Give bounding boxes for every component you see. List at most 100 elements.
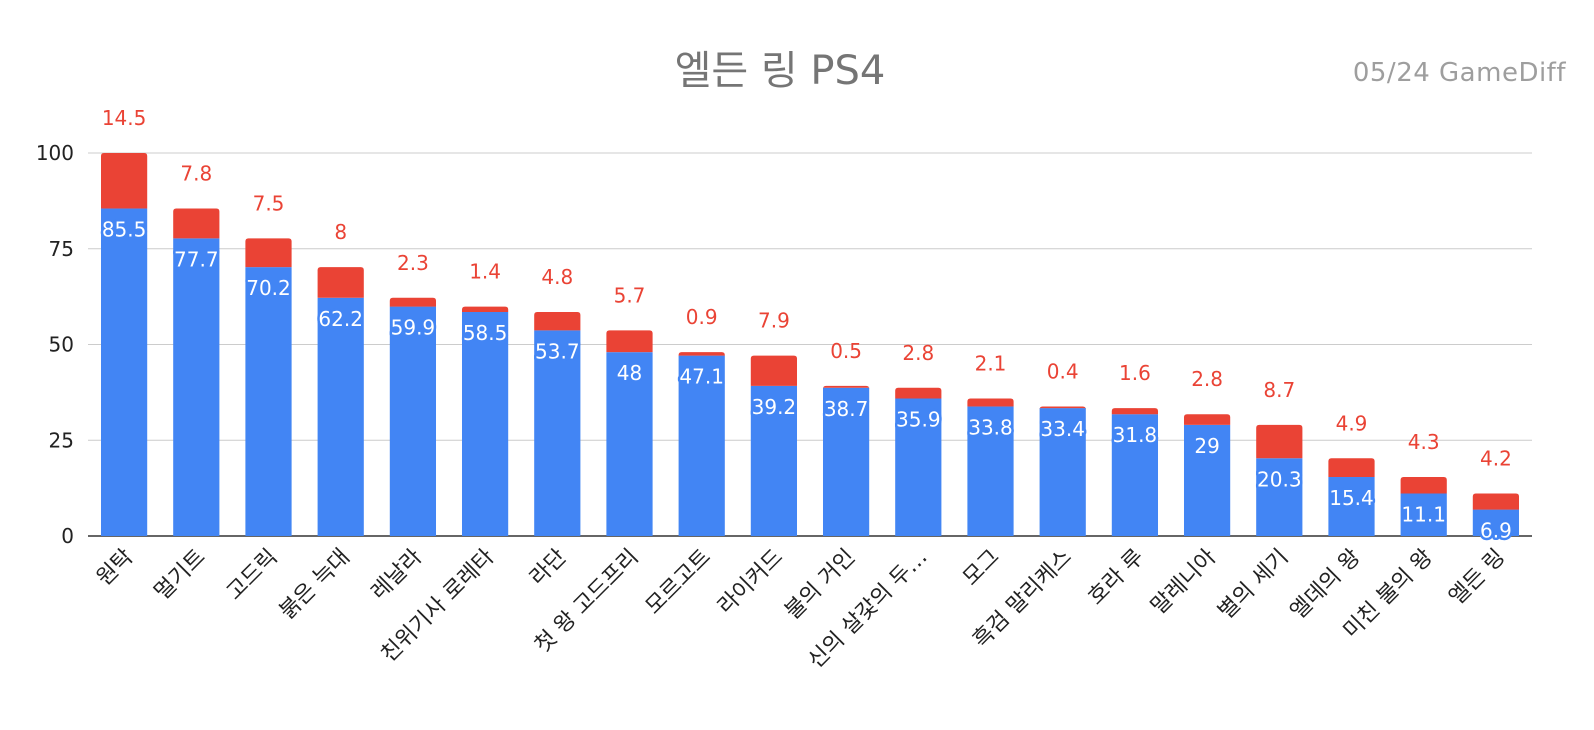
x-tick-label: 고드릭 bbox=[222, 545, 283, 606]
x-tick-label: 멀기트 bbox=[150, 545, 211, 606]
data-label-base: 70.2 bbox=[246, 276, 291, 300]
bar-diff-6 bbox=[461, 306, 509, 312]
bar-diff-12 bbox=[895, 387, 942, 399]
bar-base-9 bbox=[678, 355, 725, 536]
data-label-base: 35.9 bbox=[896, 408, 941, 432]
data-label-diff: 0.9 bbox=[686, 305, 718, 329]
data-label-base: 11.1 bbox=[1401, 502, 1446, 526]
data-label-diff: 7.8 bbox=[180, 162, 212, 186]
y-tick-label: 25 bbox=[49, 428, 74, 452]
data-label-diff: 14.5 bbox=[102, 106, 147, 130]
bar-diff-20 bbox=[1472, 493, 1520, 510]
data-label-diff: 1.4 bbox=[469, 260, 501, 284]
bar-diff-1 bbox=[100, 153, 148, 209]
bar-diff-17 bbox=[1256, 424, 1303, 459]
bar-diff-4 bbox=[317, 267, 364, 298]
bar-base-19 bbox=[1400, 493, 1447, 536]
bar-diff-11 bbox=[822, 385, 870, 389]
x-tick-label: 별의 세기 bbox=[1214, 545, 1294, 625]
data-label-base: 53.7 bbox=[535, 339, 580, 363]
data-label-base: 47.1 bbox=[679, 365, 724, 389]
data-label-diff: 4.2 bbox=[1480, 446, 1512, 470]
data-label-base: 15.4 bbox=[1329, 486, 1374, 510]
bar-diff-5 bbox=[389, 297, 437, 307]
gridlines bbox=[88, 152, 1532, 537]
y-axis-ticks: 0 25 50 75 100 bbox=[36, 141, 74, 548]
x-tick-label: 호라 루 bbox=[1084, 545, 1150, 611]
data-label-base: 39.2 bbox=[752, 395, 797, 419]
data-label-diff: 4.9 bbox=[1336, 411, 1368, 435]
bar-diff-19 bbox=[1400, 477, 1447, 494]
data-label-base: 33.4 bbox=[1040, 417, 1085, 441]
bar-base-20 bbox=[1472, 509, 1520, 536]
x-tick-label: 모그 bbox=[958, 545, 1004, 591]
data-label-base: 77.7 bbox=[174, 247, 219, 271]
data-label-diff: 4.3 bbox=[1408, 430, 1440, 454]
bar-base-7 bbox=[534, 330, 581, 536]
bar-diff-15 bbox=[1111, 408, 1159, 415]
bar-base-13 bbox=[967, 406, 1014, 536]
data-label-diff: 7.5 bbox=[253, 191, 285, 215]
chart-title: 엘든 링 PS4 bbox=[674, 48, 886, 94]
data-label-diff: 0.5 bbox=[830, 339, 862, 363]
x-tick-label: 말레니아 bbox=[1146, 545, 1221, 620]
data-label-base: 62.2 bbox=[318, 307, 363, 331]
data-label-base: 20.3 bbox=[1257, 467, 1302, 491]
data-label-base: 31.8 bbox=[1113, 423, 1158, 447]
data-label-diff: 8.7 bbox=[1263, 378, 1295, 402]
bar-diff-3 bbox=[245, 238, 292, 268]
bar-base-14 bbox=[1039, 408, 1086, 536]
bar-base-4 bbox=[317, 297, 364, 536]
bar-base-11 bbox=[822, 387, 870, 536]
y-tick-label: 0 bbox=[61, 524, 74, 548]
data-labels: 85.5 14.5 77.7 7.8 70.2 7.5 62.2 8 59.9 2.3 58.5 1.… bbox=[99, 106, 1514, 545]
data-label-base: 38.7 bbox=[824, 397, 869, 421]
y-tick-label: 75 bbox=[49, 237, 74, 261]
bar-diff-13 bbox=[967, 398, 1014, 407]
y-tick-label: 100 bbox=[36, 141, 74, 165]
bar-base-6 bbox=[461, 311, 509, 536]
x-tick-label: 라이커드 bbox=[713, 545, 788, 620]
bar-diff-16 bbox=[1183, 414, 1231, 425]
data-label-diff: 2.8 bbox=[902, 341, 934, 365]
data-label-base: 29 bbox=[1194, 434, 1219, 458]
bar-base-3 bbox=[245, 267, 292, 536]
x-tick-label: 원탁 bbox=[92, 545, 138, 591]
bar-diff-10 bbox=[750, 355, 798, 386]
bar-diff-2 bbox=[173, 208, 220, 239]
data-label-diff: 1.6 bbox=[1119, 361, 1151, 385]
data-label-base: 33.8 bbox=[968, 416, 1013, 440]
data-label-base: 48 bbox=[617, 361, 642, 385]
data-label-diff: 5.7 bbox=[614, 283, 646, 307]
bar-diff-18 bbox=[1328, 458, 1375, 478]
data-label-base: 59.9 bbox=[391, 316, 436, 340]
bar-base-12 bbox=[895, 398, 942, 536]
chart-subtitle: 05/24 GameDiff bbox=[1352, 58, 1566, 88]
bar-diff-9 bbox=[678, 352, 725, 356]
bar-base-16 bbox=[1183, 424, 1231, 536]
x-tick-label: 붉은 늑대 bbox=[275, 545, 355, 625]
bar-base-15 bbox=[1111, 414, 1159, 536]
bars bbox=[100, 153, 1520, 536]
data-label-diff: 2.1 bbox=[975, 352, 1007, 376]
x-tick-label: 엘든 링 bbox=[1445, 545, 1511, 611]
data-label-base: 85.5 bbox=[102, 218, 147, 242]
bar-base-1 bbox=[100, 208, 148, 536]
bar-base-5 bbox=[389, 306, 437, 536]
data-label-base: 6.9 bbox=[1480, 519, 1512, 543]
data-label-diff: 2.3 bbox=[397, 251, 429, 275]
data-label-diff: 7.9 bbox=[758, 309, 790, 333]
bar-diff-8 bbox=[606, 330, 653, 353]
data-label-base: 58.5 bbox=[463, 321, 508, 345]
data-label-diff: 8 bbox=[334, 220, 347, 244]
bar-base-17 bbox=[1256, 458, 1303, 536]
data-label-diff: 4.8 bbox=[541, 265, 573, 289]
bar-base-8 bbox=[606, 352, 653, 536]
bar-base-2 bbox=[173, 238, 220, 536]
x-tick-label: 라단 bbox=[525, 545, 571, 591]
bar-base-18 bbox=[1328, 477, 1375, 536]
bar-base-10 bbox=[750, 385, 798, 536]
y-tick-label: 50 bbox=[49, 333, 74, 357]
